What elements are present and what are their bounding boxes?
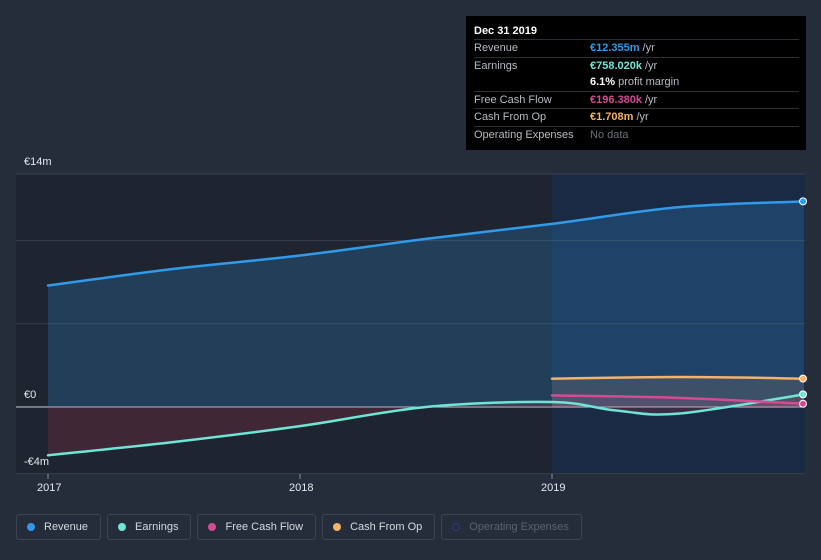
tooltip-row-value: €196.380k [590, 93, 642, 106]
tooltip-row: Free Cash Flow €196.380k/yr [474, 90, 799, 109]
legend-dot-icon [118, 523, 127, 531]
tooltip-row-value: 6.1% [590, 76, 616, 88]
tooltip-row-label: Revenue [474, 42, 519, 54]
x-tick-label-2017: 2017 [37, 482, 62, 494]
legend-dot-icon [208, 523, 217, 531]
y-tick-label-bottom: -€4m [24, 456, 50, 468]
tooltip-row-label [474, 74, 590, 91]
tooltip-row-unit: /yr [642, 42, 655, 54]
legend-label: Earnings [135, 521, 179, 533]
legend-label: Cash From Op [350, 521, 423, 533]
tooltip-row-value: €758.020k [590, 59, 642, 72]
tooltip-row: Operating Expenses No data [474, 125, 799, 144]
tooltip-row-unit: /yr [645, 59, 658, 72]
tooltip-row: Revenue €12.355m/yr [474, 39, 799, 57]
tooltip-row-unit: /yr [636, 111, 649, 123]
legend-item-revenue[interactable]: Revenue [16, 514, 102, 540]
series-line-cash-from-op [550, 375, 806, 380]
tooltip-row-label: Cash From Op [474, 111, 547, 123]
legend-dot-icon [452, 523, 461, 531]
tooltip-row-label: Earnings [474, 59, 518, 72]
tooltip-row-unit: /yr [645, 93, 658, 106]
tooltip-row-label: Operating Expenses [474, 128, 574, 141]
legend-item-earnings[interactable]: Earnings [107, 514, 192, 540]
legend-item-cash-from-op[interactable]: Cash From Op [322, 514, 436, 540]
y-tick-label-top: €14m [24, 156, 52, 168]
series-area-revenue [48, 201, 804, 407]
x-tick-label-2019: 2019 [541, 482, 566, 494]
tooltip: Dec 31 2019 Revenue €12.355m/yr Earnings €7… [466, 16, 806, 150]
tooltip-date: Dec 31 2019 [474, 25, 537, 37]
legend-label: Free Cash Flow [225, 521, 304, 533]
legend-label: Operating Expenses [469, 521, 569, 533]
tooltip-row: 6.1% profit margin [474, 74, 799, 91]
legend-item-operating-expenses[interactable]: Operating Expenses [441, 514, 582, 540]
tooltip-row: Cash From Op €1.708m/yr [474, 108, 799, 126]
x-tick-label-2018: 2018 [289, 482, 314, 494]
series-line-earnings [46, 393, 806, 457]
tooltip-row-label: Free Cash Flow [474, 93, 552, 106]
legend-label: Revenue [44, 521, 89, 533]
tooltip-row-value: No data [590, 128, 629, 141]
tooltip-row-value: €1.708m [590, 111, 634, 123]
series-end-point-cash-from-op [799, 374, 807, 383]
legend-item-free-cash-flow[interactable]: Free Cash Flow [197, 514, 317, 540]
legend: Revenue Earnings Free Cash Flow Cash From O… [16, 514, 582, 542]
series-end-point-revenue [799, 197, 807, 206]
tooltip-row-value: €12.355m [590, 42, 640, 54]
tooltip-row-unit: profit margin [618, 76, 680, 88]
legend-dot-icon [333, 523, 342, 531]
series-line-free-cash-flow [550, 394, 806, 405]
series-end-point-free-cash-flow [799, 399, 807, 408]
y-tick-label-zero: €0 [24, 389, 37, 401]
tooltip-row: Earnings €758.020k/yr [474, 56, 799, 75]
series-line-revenue [46, 200, 806, 287]
legend-dot-icon [27, 523, 35, 531]
series-end-point-earnings [799, 390, 807, 399]
